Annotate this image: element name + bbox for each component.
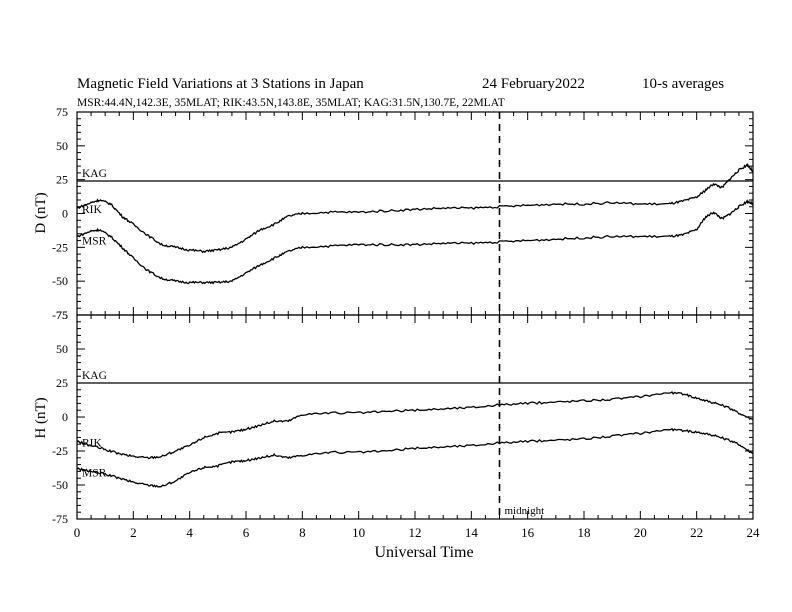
station-label-rik: RIK — [82, 204, 103, 216]
station-label-kag: KAG — [82, 168, 107, 180]
y-tick-label: 50 — [56, 342, 68, 356]
station-label-kag: KAG — [82, 370, 107, 382]
y-tick-label: -50 — [52, 478, 68, 492]
midnight-label: midnight — [505, 505, 545, 517]
station-label-msr: MSR — [82, 236, 107, 248]
y-tick-label: 25 — [56, 173, 68, 187]
series-line-msr-d — [76, 199, 754, 285]
series-line-rik-h — [76, 391, 754, 460]
x-tick-label: 22 — [690, 525, 703, 540]
x-tick-label: 20 — [634, 525, 647, 540]
x-tick-label: 14 — [465, 525, 479, 540]
stations-info: MSR:44.4N,142.3E, 35MLAT; RIK:43.5N,143.… — [77, 97, 505, 109]
y-tick-label: 75 — [56, 105, 68, 119]
x-tick-label: 2 — [130, 525, 137, 540]
y-tick-label: -75 — [52, 308, 68, 322]
y-tick-label: -25 — [52, 240, 68, 254]
y-tick-label: -75 — [52, 512, 68, 526]
y-tick-label: 0 — [62, 410, 68, 424]
x-tick-label: 6 — [243, 525, 250, 540]
y-axis-label-bottom: H (nT) — [33, 397, 49, 438]
x-tick-label: 12 — [409, 525, 422, 540]
panel-bottom-frame — [76, 314, 754, 520]
averaging-note: 10-s averages — [642, 76, 724, 92]
x-tick-label: 0 — [74, 525, 81, 540]
x-tick-label: 8 — [299, 525, 306, 540]
x-tick-label: 4 — [186, 525, 193, 540]
y-axis-label-top: D (nT) — [33, 192, 49, 233]
y-tick-label: 0 — [62, 207, 68, 221]
y-tick-label: -25 — [52, 444, 68, 458]
chart-date: 24 February2022 — [482, 76, 585, 92]
y-tick-label: 75 — [56, 308, 68, 322]
y-tick-label: 50 — [56, 139, 68, 153]
x-axis-label: Universal Time — [374, 544, 473, 561]
y-tick-label: 25 — [56, 376, 68, 390]
panel-top-frame — [76, 111, 754, 316]
x-tick-label: 10 — [352, 525, 365, 540]
series-line-rik-d — [76, 162, 754, 254]
chart-title: Magnetic Field Variations at 3 Stations … — [77, 76, 364, 92]
x-tick-label: 18 — [578, 525, 591, 540]
x-tick-label: 24 — [747, 525, 761, 540]
x-tick-label: 16 — [521, 525, 535, 540]
station-label-msr: MSR — [82, 468, 107, 480]
station-label-rik: RIK — [82, 437, 103, 449]
series-line-msr-h — [76, 427, 754, 488]
y-tick-label: -50 — [52, 274, 68, 288]
